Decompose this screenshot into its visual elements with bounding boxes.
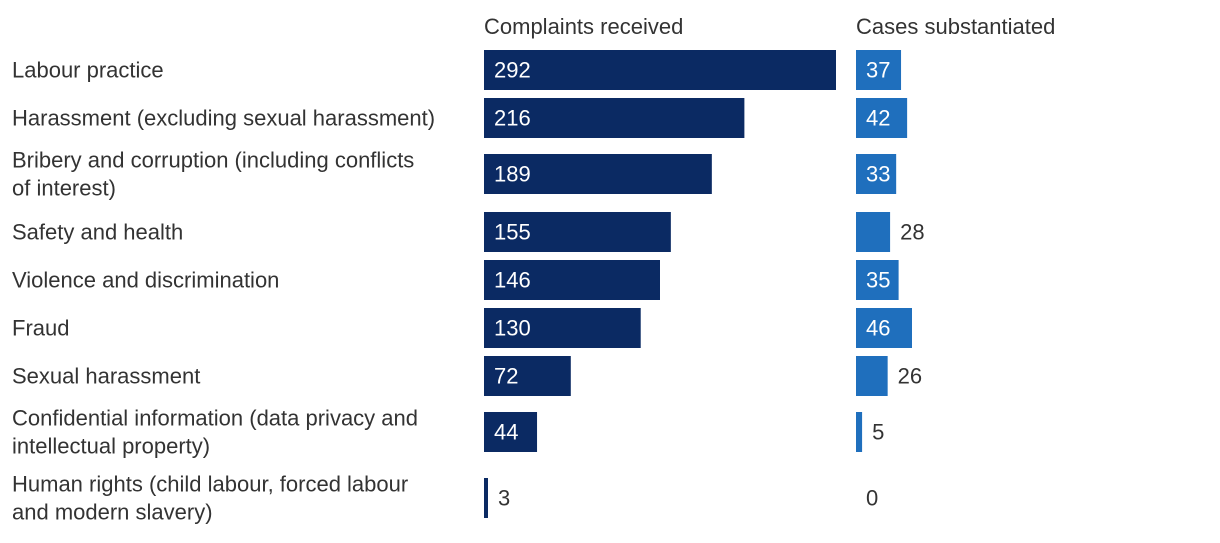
complaints-column-header: Complaints received xyxy=(484,14,683,39)
substantiated-bar xyxy=(856,154,897,194)
complaints-value-label: 130 xyxy=(494,316,531,341)
complaints-bar xyxy=(484,154,712,194)
category-label: and modern slavery) xyxy=(12,500,213,525)
category-label: Violence and discrimination xyxy=(12,268,279,293)
category-label: Bribery and corruption (including confli… xyxy=(12,148,414,173)
substantiated-value-label: 0 xyxy=(866,486,878,511)
complaints-bar xyxy=(484,212,671,252)
complaints-bar xyxy=(484,412,538,452)
substantiated-bar xyxy=(856,212,891,252)
complaints-value-label: 216 xyxy=(494,106,531,131)
substantiated-bar xyxy=(856,260,899,300)
category-label: of interest) xyxy=(12,176,116,201)
complaints-value-label: 189 xyxy=(494,162,531,187)
complaints-value-label: 72 xyxy=(494,364,518,389)
substantiated-bar xyxy=(856,356,888,396)
substantiated-bar xyxy=(856,98,908,138)
category-label: Safety and health xyxy=(12,220,183,245)
category-label: Sexual harassment xyxy=(12,364,200,389)
substantiated-value-label: 33 xyxy=(866,162,890,187)
substantiated-bar xyxy=(856,412,863,452)
complaints-bar xyxy=(484,50,836,90)
substantiated-bar xyxy=(856,308,912,348)
category-label: Labour practice xyxy=(12,58,164,83)
substantiated-value-label: 5 xyxy=(872,420,884,445)
complaints-value-label: 155 xyxy=(494,220,531,245)
category-label: Harassment (excluding sexual harassment) xyxy=(12,106,435,131)
category-label: Confidential information (data privacy a… xyxy=(12,406,418,431)
complaints-bar xyxy=(484,308,641,348)
substantiated-bar xyxy=(856,50,902,90)
substantiated-value-label: 28 xyxy=(900,220,924,245)
complaints-bar xyxy=(484,356,571,396)
substantiated-value-label: 37 xyxy=(866,58,890,83)
complaints-value-label: 292 xyxy=(494,58,531,83)
complaints-value-label: 3 xyxy=(498,486,510,511)
complaints-value-label: 146 xyxy=(494,268,531,293)
complaints-bar xyxy=(484,478,488,518)
category-label: Human rights (child labour, forced labou… xyxy=(12,472,408,497)
substantiated-value-label: 42 xyxy=(866,106,890,131)
complaints-bar xyxy=(484,98,745,138)
substantiated-value-label: 46 xyxy=(866,316,890,341)
substantiated-column-header: Cases substantiated xyxy=(856,14,1055,39)
complaints-bar xyxy=(484,260,660,300)
category-label: intellectual property) xyxy=(12,434,210,459)
substantiated-value-label: 26 xyxy=(898,364,922,389)
substantiated-value-label: 35 xyxy=(866,268,890,293)
category-label: Fraud xyxy=(12,316,69,341)
complaints-value-label: 44 xyxy=(494,420,518,445)
